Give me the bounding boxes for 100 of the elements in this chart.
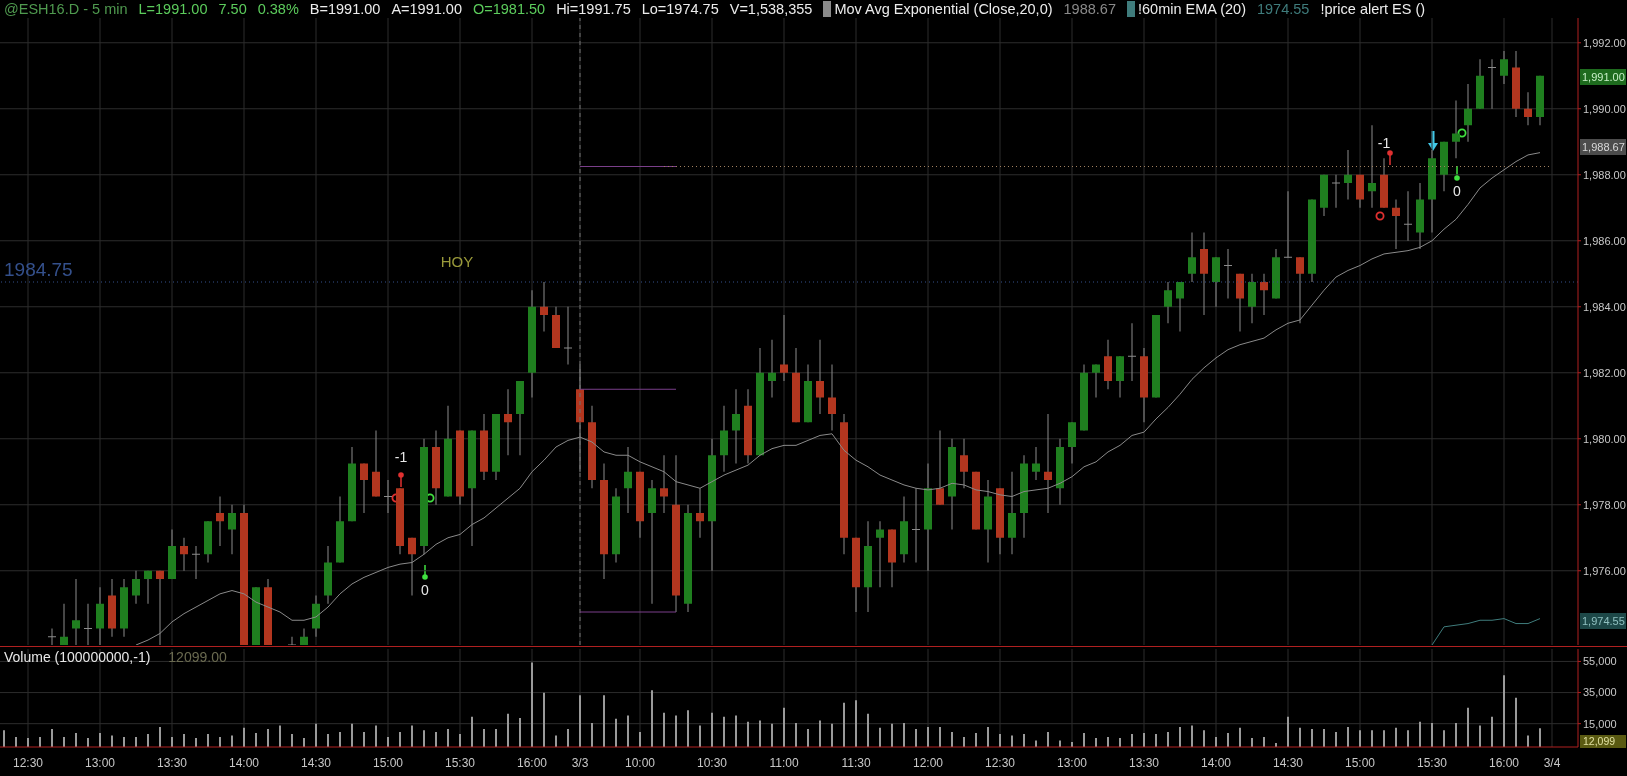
text: 0.38%: [257, 1, 299, 17]
bar: [51, 728, 53, 747]
bar: [939, 726, 941, 747]
bar: [1047, 731, 1049, 747]
bar: [831, 723, 833, 747]
bar: [135, 736, 137, 747]
chart-subtitle: 12099.00: [168, 649, 227, 665]
bar: [243, 727, 245, 747]
candlestick: [816, 339, 824, 415]
bar: [891, 723, 893, 747]
x-tick-label: 11:30: [841, 756, 871, 770]
x-tick-label: 12:30: [12, 756, 44, 770]
bar: [1011, 735, 1013, 747]
bar: [927, 726, 929, 747]
bar: [1335, 731, 1337, 747]
chart-title: Volume (100000000,-1): [4, 649, 151, 665]
bar: [111, 735, 113, 747]
candlestick: [828, 364, 836, 431]
candlestick: [1176, 281, 1184, 332]
bar: [1287, 716, 1289, 747]
bar: [363, 731, 365, 747]
candlestick: [563, 306, 573, 365]
text: V=1,538,355: [729, 1, 813, 17]
bar: [627, 715, 629, 747]
bar: [75, 733, 77, 747]
bar: [963, 736, 965, 747]
bar: [123, 736, 125, 747]
y-tick-label: 1,986.00: [1583, 234, 1626, 247]
bar: [1443, 730, 1445, 747]
bar: [483, 728, 485, 747]
bar: [675, 715, 677, 747]
candlestick: [180, 537, 188, 572]
candlestick: [132, 570, 140, 605]
ref-line-label: 1984.75: [4, 259, 73, 280]
bar: [351, 723, 353, 747]
bar: [699, 725, 701, 747]
candlestick: [1164, 281, 1172, 324]
bar: [1227, 733, 1229, 747]
candlestick: [408, 537, 416, 596]
bar: [1191, 725, 1193, 747]
bar: [1311, 728, 1313, 747]
text: Lo=1974.75: [641, 1, 719, 17]
bar: [747, 721, 749, 747]
bar: [783, 707, 785, 747]
text: O=1981.50: [472, 1, 546, 17]
bar: [99, 733, 101, 747]
bar: [879, 727, 881, 747]
bar: [1143, 733, 1145, 747]
bar: [1323, 728, 1325, 747]
candlestick: [660, 454, 668, 514]
bar: [531, 662, 533, 747]
candlestick: [1464, 83, 1472, 143]
bar: [1503, 675, 1505, 747]
y-tick-label: 15,000: [1583, 717, 1617, 730]
bar: [15, 736, 17, 747]
x-tick-label: 13:30: [156, 756, 188, 770]
x-tick-label: 15:00: [1344, 756, 1376, 770]
bar: [1299, 727, 1301, 747]
x-tick-label: 14:30: [1272, 756, 1304, 770]
candlestick: [1188, 232, 1196, 283]
bar: [1515, 697, 1517, 747]
candlestick: [936, 430, 944, 506]
candlestick: [1344, 149, 1352, 200]
annotation: -1: [1377, 135, 1391, 151]
candlestick: [1392, 199, 1400, 250]
text: 7.50: [218, 1, 247, 17]
x-tick-label: 14:30: [300, 756, 332, 770]
bar: [1023, 733, 1025, 747]
candlestick: [911, 487, 921, 563]
bar: [1263, 736, 1265, 747]
annotation: 0: [1453, 183, 1462, 199]
bar: [339, 731, 341, 747]
candlestick: [228, 504, 236, 555]
x-tick-label: 3/4: [1543, 756, 1561, 770]
bar: [795, 722, 797, 747]
bar: [411, 725, 413, 747]
x-tick-label: 13:00: [84, 756, 116, 770]
x-tick-label: 12:30: [984, 756, 1016, 770]
bar: [771, 723, 773, 747]
y-tick-label: 1,982.00: [1583, 366, 1626, 379]
bar: [711, 712, 713, 747]
bar: [231, 735, 233, 747]
x-tick-label: 11:00: [769, 756, 799, 770]
y-tick-label: 1,984.00: [1583, 300, 1626, 313]
bar: [1203, 730, 1205, 747]
candlestick: [1487, 58, 1497, 110]
candlestick: [504, 388, 512, 456]
candlestick: [191, 545, 201, 580]
bar: [579, 695, 581, 747]
bar: [1347, 726, 1349, 747]
bar: [987, 726, 989, 747]
bar: [567, 728, 569, 747]
candlestick: [60, 603, 68, 645]
candlestick: [360, 463, 368, 514]
x-tick-label: 13:30: [1128, 756, 1160, 770]
bar: [447, 728, 449, 747]
y-tick-label: 1,980.00: [1583, 432, 1626, 445]
bar: [507, 713, 509, 747]
x-tick-label: 10:30: [696, 756, 728, 770]
bar: [759, 720, 761, 747]
